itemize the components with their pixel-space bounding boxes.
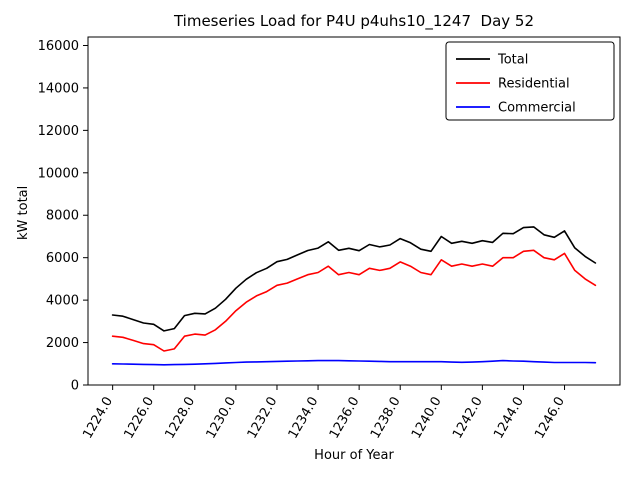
x-tick-label: 1232.0 [245,395,281,442]
x-tick-label: 1242.0 [450,395,486,442]
legend-label-commercial: Commercial [498,101,576,116]
x-tick-label: 1240.0 [409,395,445,442]
legend-box [445,41,615,121]
x-tick-label: 1244.0 [491,395,527,442]
x-tick-label: 1246.0 [532,395,568,442]
y-tick-label: 14000 [38,81,79,96]
plot-frame [87,36,621,386]
x-tick-label: 1230.0 [204,395,240,442]
series-line-commercial [111,359,597,366]
x-tick-label: 1224.0 [80,395,116,442]
x-tick-label: 1226.0 [121,395,157,442]
y-tick-label: 12000 [38,124,79,139]
y-tick-label: 0 [71,379,79,394]
y-tick-label: 6000 [46,251,79,266]
x-tick-label: 1236.0 [327,395,363,442]
legend-label-residential: Residential [498,77,570,92]
legend-label-total: Total [497,53,528,68]
x-tick-label: 1228.0 [163,395,199,442]
series-line-total [111,226,597,332]
y-tick-label: 8000 [46,209,79,224]
x-tick-label: 1234.0 [286,395,322,442]
y-tick-label: 16000 [38,39,79,54]
y-tick-label: 10000 [38,166,79,181]
series-line-residential [111,249,597,352]
y-tick-label: 2000 [46,336,79,351]
chart-title: Timeseries Load for P4U p4uhs10_1247 Day… [173,12,535,30]
x-axis-label: Hour of Year [314,448,394,463]
x-tick-label: 1238.0 [368,395,404,442]
y-tick-label: 4000 [46,294,79,309]
